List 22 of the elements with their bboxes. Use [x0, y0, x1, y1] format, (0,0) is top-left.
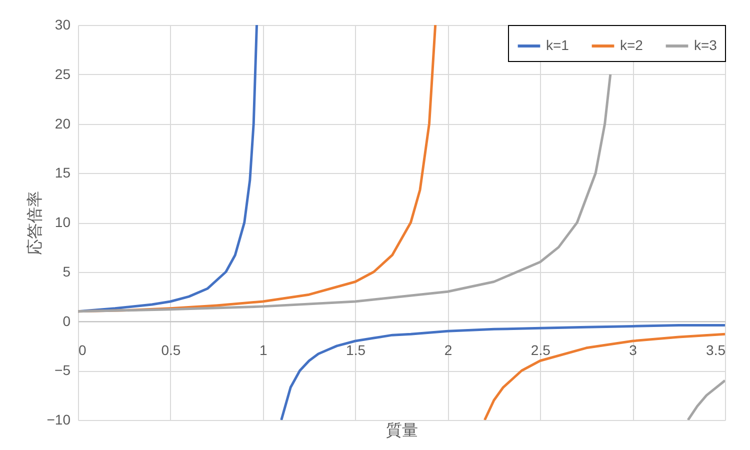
y-tick-label: 30	[54, 16, 71, 32]
x-axis-title: 質量	[386, 422, 418, 440]
x-tick-label: 1	[259, 342, 268, 358]
x-tick-label: 2	[444, 342, 452, 358]
legend-label: k=3	[694, 37, 718, 53]
legend-label: k=1	[546, 37, 570, 53]
legend-label: k=2	[620, 37, 644, 53]
x-tick-label: 3.5	[706, 342, 726, 358]
y-tick-label: −5	[54, 362, 71, 378]
y-tick-label: 25	[54, 66, 71, 82]
x-tick-label: 1.5	[346, 342, 366, 358]
y-tick-label: 5	[62, 263, 71, 280]
y-tick-label: 20	[54, 115, 71, 132]
y-tick-label: 15	[54, 164, 71, 181]
y-tick-label: 10	[54, 214, 71, 230]
x-tick-label: 2.5	[530, 342, 551, 358]
y-tick-label: 0	[62, 312, 71, 329]
x-tick-label: 0	[78, 342, 86, 358]
x-tick-label: 0.5	[161, 342, 181, 358]
x-tick-label: 3	[629, 342, 638, 358]
y-tick-label: −10	[46, 412, 71, 428]
y-axis-title: 応答倍率	[26, 191, 44, 255]
